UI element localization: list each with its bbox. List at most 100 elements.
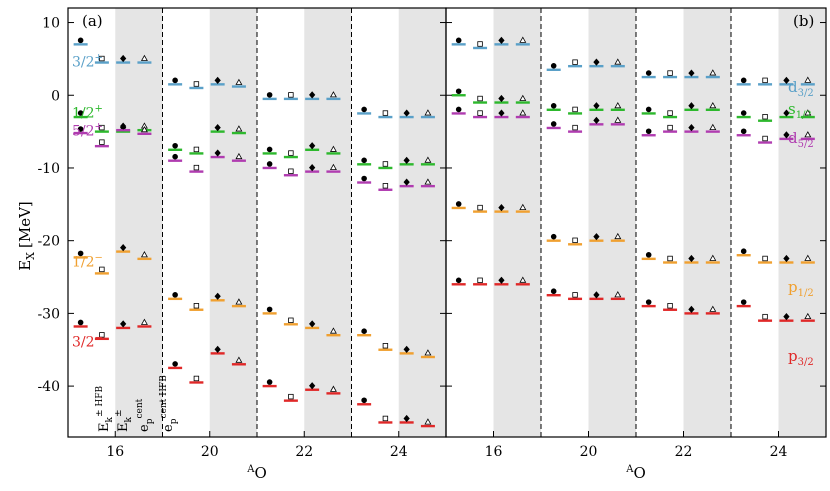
- data-point: [99, 55, 105, 62]
- level-label-base: 1/2: [72, 105, 95, 121]
- data-point: [740, 299, 747, 305]
- data-point: [709, 123, 717, 131]
- x-tick-label: 16: [485, 444, 503, 460]
- data-point: [455, 88, 462, 95]
- level-label-sup: +: [95, 103, 103, 114]
- data-point: [519, 94, 527, 101]
- data-point: [140, 125, 148, 133]
- x-axis-label-sup: A: [625, 464, 634, 475]
- data-point: [498, 94, 505, 103]
- data-point: [266, 92, 273, 98]
- data-point: [361, 157, 367, 164]
- data-point: [762, 313, 768, 320]
- data-point: [614, 58, 622, 65]
- data-point: [382, 343, 389, 349]
- data-point: [403, 156, 410, 164]
- data-point: [593, 291, 600, 299]
- level-label: d5/2: [788, 129, 814, 150]
- data-point: [614, 291, 622, 298]
- data-point: [455, 201, 462, 207]
- shaded-band: [683, 8, 731, 437]
- data-point: [804, 131, 812, 138]
- data-point: [193, 303, 200, 309]
- data-point: [645, 299, 652, 305]
- data-point: [214, 123, 221, 132]
- data-point: [572, 237, 578, 244]
- data-point: [361, 106, 367, 113]
- shaded-band: [588, 8, 636, 437]
- data-point: [519, 109, 527, 116]
- data-point: [99, 124, 105, 131]
- data-point: [477, 204, 483, 211]
- data-point: [361, 175, 367, 182]
- data-point: [120, 243, 127, 252]
- data-point: [762, 114, 768, 120]
- data-point: [645, 70, 652, 76]
- level-label-sub: 1/2: [796, 110, 812, 121]
- data-point: [519, 36, 527, 43]
- y-tick-label: -20: [37, 234, 60, 250]
- data-point: [120, 54, 127, 63]
- data-point: [120, 122, 127, 130]
- data-point: [193, 375, 200, 382]
- data-point: [550, 288, 557, 295]
- level-label: 1/2−: [72, 252, 103, 270]
- data-point: [688, 254, 695, 263]
- data-point: [193, 164, 200, 171]
- data-point: [288, 168, 294, 174]
- data-point: [519, 276, 527, 283]
- shaded-band: [493, 8, 541, 437]
- data-point: [193, 146, 200, 153]
- data-point: [403, 178, 410, 186]
- data-point: [477, 95, 483, 102]
- panel-frame: [445, 7, 827, 438]
- data-point: [235, 356, 243, 363]
- data-point: [593, 58, 600, 66]
- data-point: [593, 102, 600, 110]
- x-tick-label: 20: [201, 444, 219, 460]
- level-label-base: 5/2: [72, 124, 95, 140]
- x-axis-label-main: O: [633, 464, 645, 482]
- data-point: [329, 327, 337, 334]
- data-point: [762, 135, 768, 142]
- method-label-base: E: [97, 423, 112, 433]
- method-label-sub: k: [105, 417, 115, 423]
- data-point: [477, 110, 483, 116]
- data-point: [804, 76, 812, 83]
- data-point: [762, 255, 768, 262]
- data-point: [424, 156, 432, 163]
- data-point: [762, 77, 768, 84]
- panel-a-label: (a): [82, 12, 103, 30]
- data-point: [214, 76, 221, 84]
- data-point: [709, 305, 717, 312]
- data-point: [572, 106, 578, 113]
- data-point: [477, 277, 483, 284]
- data-point: [424, 349, 432, 356]
- level-label-base: p: [788, 278, 798, 296]
- data-point: [309, 142, 316, 150]
- data-point: [309, 91, 316, 99]
- data-point: [288, 317, 294, 323]
- x-tick-label: 22: [675, 444, 693, 460]
- data-point: [266, 161, 273, 167]
- level-label-sub: 5/2: [798, 139, 814, 150]
- x-axis-label-sup: A: [246, 464, 255, 475]
- data-point: [403, 414, 410, 423]
- data-point: [424, 418, 432, 425]
- data-point: [266, 306, 273, 313]
- data-point: [783, 76, 790, 84]
- y-axis-label-main: E: [16, 260, 34, 271]
- shaded-band: [209, 8, 257, 437]
- data-point: [382, 161, 389, 167]
- data-point: [120, 320, 127, 328]
- level-label: p1/2: [788, 278, 814, 299]
- x-tick-label: 24: [770, 444, 788, 460]
- x-tick-label: 20: [580, 444, 598, 460]
- data-point: [572, 59, 578, 65]
- data-point: [266, 379, 273, 385]
- data-point: [498, 203, 505, 212]
- data-point: [140, 54, 148, 61]
- level-label: 3/2+: [72, 53, 103, 71]
- data-point: [709, 254, 717, 261]
- data-point: [667, 255, 673, 262]
